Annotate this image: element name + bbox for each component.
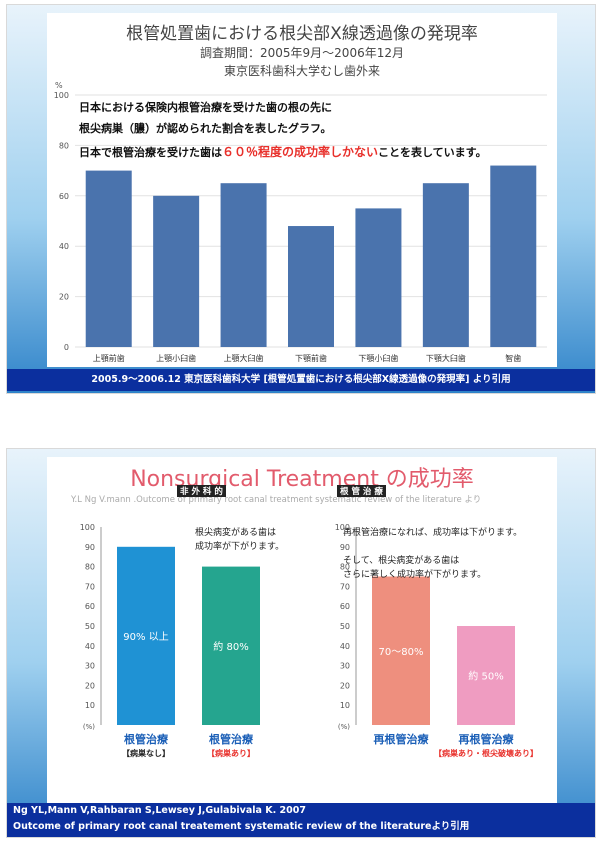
- x-tick-label: 下顎前歯: [295, 353, 327, 363]
- left-note-2: 成功率が下がります。: [195, 542, 285, 552]
- note-line-2: 根尖病巣（膿）が認められた割合を表したグラフ。: [79, 122, 332, 135]
- bar: [220, 183, 267, 347]
- tag-nonsurgical: 非 外 科 的: [177, 485, 226, 497]
- chart-1: % 0 20 40 60 80 100 上顎前歯 上顎小臼歯 上顎大臼歯 下顎前歯 下顎小臼歯 下顎大臼…: [54, 81, 547, 363]
- y-tick-label: 80: [85, 563, 95, 572]
- slide-1: 根管処置歯における根尖部X線透過像の発現率 調査期間：2005年9月～2006年…: [6, 4, 596, 394]
- x-category-label: 再根管治療: [459, 732, 515, 746]
- x-tick-label: 下顎小臼歯: [358, 353, 398, 363]
- x-category-sublabel: 【病巣あり】: [207, 748, 255, 758]
- y-tick-label: 10: [85, 701, 95, 710]
- bar-data-label: 70～80%: [379, 647, 424, 658]
- y-tick-label: 40: [59, 242, 69, 251]
- y-tick-label: 100: [80, 523, 95, 532]
- note-line-3-highlight: ６０％程度の成功率しかない: [222, 145, 379, 159]
- bar: [288, 226, 334, 347]
- slide-2: Nonsurgical Treatment の成功率 Y.L Ng V.mann…: [6, 448, 596, 838]
- y-tick-label: 20: [340, 681, 350, 690]
- x-category-sublabel: 【病巣あり・根尖破壊あり】: [434, 748, 538, 758]
- right-note-3: さらに著しく成功率が下がります。: [343, 570, 487, 580]
- note-line-3-c: ことを表しています。: [378, 146, 487, 159]
- y-tick-label: 40: [340, 642, 350, 651]
- x-tick-label: 智歯: [505, 353, 521, 363]
- y-tick-label: 30: [85, 662, 95, 671]
- y-tick-label: 50: [85, 622, 95, 631]
- slide-2-title: Nonsurgical Treatment の成功率: [130, 467, 474, 492]
- footer-citation-1: Ng YL,Mann V,Rahbaran S,Lewsey J,Gulabiv…: [13, 805, 306, 816]
- chart-3: 10 20 30 40 50 60 70 80 90 100 (%) 70～80% 再根管治療 約 50%…: [335, 523, 538, 758]
- slide-2-footer: Ng YL,Mann V,Rahbaran S,Lewsey J,Gulabiv…: [7, 803, 595, 837]
- note-line-3-a: 日本で根管治療を受けた歯は: [79, 146, 222, 159]
- y-tick-label: 90: [340, 543, 350, 552]
- y-tick-label: 0: [64, 343, 69, 352]
- y-tick-label: 100: [335, 523, 350, 532]
- x-category-label: 根管治療: [209, 732, 254, 746]
- bar-data-label: 90% 以上: [123, 631, 168, 643]
- x-tick-label: 下顎大臼歯: [426, 353, 466, 363]
- bar: [117, 546, 175, 725]
- y-tick-label: 60: [59, 192, 69, 201]
- x-category-label: 再根管治療: [374, 732, 430, 746]
- y-tick-label: 10: [340, 701, 350, 710]
- y-tick-label: 60: [340, 602, 350, 611]
- tag-root-canal: 根 管 治 療: [337, 485, 386, 497]
- left-note-1: 根尖病変がある歯は: [195, 528, 277, 538]
- y-tick-label: 70: [340, 582, 350, 591]
- bar: [355, 208, 402, 347]
- slide-1-footer: 2005.9～2006.12 東京医科歯科大学 [根管処置歯における根尖部X線透…: [7, 369, 595, 391]
- x-tick-label: 上顎大臼歯: [224, 353, 264, 363]
- bar: [372, 576, 430, 725]
- note-line-1: 日本における保険内根管治療を受けた歯の根の先に: [79, 101, 332, 114]
- y-axis-unit: (%): [338, 723, 350, 731]
- bar-data-label: 約 80%: [213, 640, 248, 653]
- y-tick-label: 30: [340, 662, 350, 671]
- bar: [490, 165, 537, 347]
- note-line-3: 日本で根管治療を受けた歯は６０％程度の成功率しかないことを表しています。: [79, 143, 487, 160]
- bar: [202, 566, 260, 725]
- x-category-sublabel: 【病巣なし】: [122, 748, 170, 758]
- y-axis-unit: (%): [83, 723, 95, 731]
- slide-1-panel: 根管処置歯における根尖部X線透過像の発現率 調査期間：2005年9月～2006年…: [47, 13, 557, 367]
- survey-period: 調査期間：2005年9月～2006年12月: [200, 46, 404, 60]
- y-tick-label: 80: [59, 141, 69, 150]
- right-note-2: そして、根尖病変がある歯は: [343, 556, 460, 566]
- y-tick-label: 90: [85, 543, 95, 552]
- x-tick-label: 上顎前歯: [93, 353, 125, 363]
- right-note-1: 再根管治療になれば、成功率は下がります。: [343, 528, 523, 538]
- y-tick-label: 20: [85, 681, 95, 690]
- institution: 東京医科歯科大学むし歯外来: [223, 64, 380, 78]
- bar: [85, 170, 132, 347]
- x-tick-label: 上顎小臼歯: [156, 353, 196, 363]
- slide-2-panel: Nonsurgical Treatment の成功率 Y.L Ng V.mann…: [47, 457, 557, 807]
- y-tick-label: 80: [340, 563, 350, 572]
- y-axis-unit: %: [55, 81, 63, 90]
- x-category-label: 根管治療: [124, 732, 169, 746]
- bar: [153, 195, 200, 347]
- y-tick-label: 60: [85, 602, 95, 611]
- y-tick-label: 20: [59, 293, 69, 302]
- y-tick-label: 100: [54, 91, 69, 100]
- bar: [457, 626, 515, 725]
- slide-2-subtitle: Y.L Ng V.mann .Outcome of primary root c…: [71, 495, 482, 505]
- y-tick-label: 70: [85, 582, 95, 591]
- bar: [422, 183, 469, 347]
- footer-citation-2: Outcome of primary root canal treatement…: [13, 821, 470, 832]
- y-tick-label: 50: [340, 622, 350, 631]
- slide-1-title: 根管処置歯における根尖部X線透過像の発現率: [126, 24, 478, 44]
- y-tick-label: 40: [85, 642, 95, 651]
- bar-data-label: 約 50%: [468, 670, 503, 683]
